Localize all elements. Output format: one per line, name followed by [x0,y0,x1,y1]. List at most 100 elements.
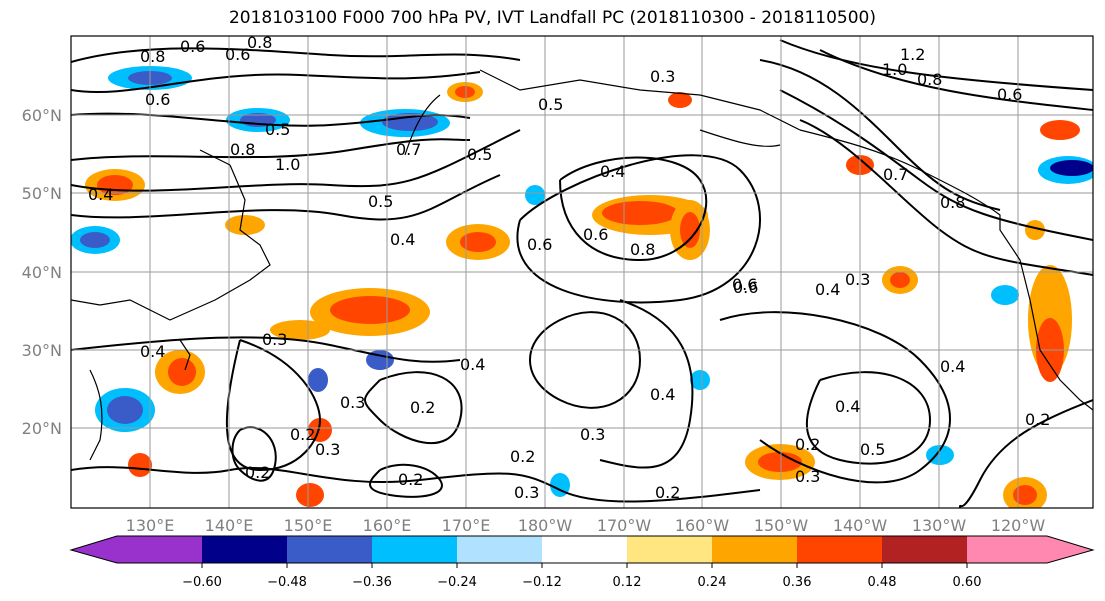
figure-title: 2018103100 F000 700 hPa PV, IVT Landfall… [228,8,876,28]
contour-label: 0.8 [630,240,655,259]
contour-label: 0.3 [580,425,605,444]
contour-labels: 0.6 0.8 0.6 0.8 0.5 1.0 0.8 0.6 1.2 1.0 … [88,33,1050,502]
contour-label: 0.8 [917,70,942,89]
lon-label: 150°W [754,516,809,535]
lat-label: 50°N [22,184,62,203]
lon-label: 160°W [675,516,730,535]
contour-label: 0.3 [340,393,365,412]
contour-label: 0.4 [600,162,625,181]
contour-label: 0.4 [815,280,840,299]
colorbar-tick-label: −0.60 [182,575,222,590]
contour-label: 1.2 [900,45,925,64]
lon-label: 120°W [991,516,1046,535]
contour-label: 0.5 [538,95,563,114]
contour-label: 0.8 [940,193,965,212]
contour-label: 0.3 [315,440,340,459]
contour-label: 0.3 [262,330,287,349]
lon-label: 180°W [518,516,573,535]
lon-label: 170°E [442,516,491,535]
lon-label: 150°E [284,516,333,535]
map-frame [70,35,1094,509]
colorbar-tick-label: −0.24 [437,575,477,590]
contour-label: 0.4 [140,342,165,361]
colorbar-segment [117,536,202,563]
colorbar-tick-label: −0.36 [352,575,392,590]
contour-label: 0.6 [732,275,757,294]
contour-label: 0.2 [795,435,820,454]
colorbar-segment [202,536,287,563]
colorbar-max-extend [1047,536,1093,563]
colorbar-segment [287,536,372,563]
contour-label: 0.6 [527,235,552,254]
contour-label: 0.3 [845,270,870,289]
lon-label: 140°E [205,516,254,535]
contour-label: 0.2 [290,425,315,444]
coastlines [71,69,1093,461]
lon-label: 130°E [126,516,175,535]
colorbar-tick-label: −0.48 [267,575,307,590]
contour-label: 0.5 [265,120,290,139]
colorbar-tick-label: 0.24 [698,575,727,590]
colorbar-ticks [201,563,968,568]
contour-label: 0.8 [230,140,255,159]
contour-label: 0.2 [410,398,435,417]
lon-label: 170°W [597,516,652,535]
contour-label: 0.3 [795,467,820,486]
contour-label: 0.8 [247,33,272,52]
colorbar-segment [712,536,797,563]
lat-label: 60°N [22,106,62,125]
contour-label: 0.6 [583,225,608,244]
lat-label: 30°N [22,341,62,360]
contour-label: 0.8 [140,47,165,66]
contour-label: 0.5 [368,192,393,211]
contour-label: 0.2 [245,463,270,482]
latitude-labels: 60°N 50°N 40°N 30°N 20°N [22,106,62,438]
contour-label: 0.4 [835,397,860,416]
contour-label: 0.4 [650,385,675,404]
lat-label: 40°N [22,263,62,282]
colorbar-segment [967,536,1047,563]
colorbar-segment [797,536,882,563]
colorbar-segment [457,536,542,563]
contour-label: 0.5 [467,145,492,164]
colorbar: −0.60 −0.48 −0.36 −0.24 −0.12 0.12 0.24 … [69,535,1095,590]
contour-lines [71,39,1093,508]
contour-label: 0.6 [997,85,1022,104]
contour-label: 0.7 [883,165,908,184]
colorbar-segment [372,536,457,563]
contour-label: 0.4 [460,355,485,374]
contour-label: 0.3 [514,483,539,502]
colorbar-tick-label: 0.48 [868,575,897,590]
colorbar-tick-label: 0.60 [953,575,982,590]
contour-label: 0.4 [390,230,415,249]
contour-label: 1.0 [882,60,907,79]
contour-label: 0.2 [398,470,423,489]
colorbar-segment [882,536,967,563]
contour-label: 0.3 [650,67,675,86]
contour-label: 0.2 [1025,410,1050,429]
lat-label: 20°N [22,419,62,438]
lon-label: 130°W [912,516,967,535]
lon-label: 160°E [363,516,412,535]
contour-label: 0.6 [733,278,758,297]
colorbar-outline [69,535,1095,564]
colorbar-min-extend [71,536,117,563]
longitude-labels: 130°E 140°E 150°E 160°E 170°E 180°W 170°… [126,516,1046,535]
contour-label: 0.2 [510,447,535,466]
colorbar-segment [542,536,627,563]
contour-label: 0.2 [655,483,680,502]
colorbar-tick-label: −0.12 [522,575,562,590]
contour-label: 0.7 [396,140,421,159]
contour-label: 0.4 [940,357,965,376]
contour-label: 0.6 [180,37,205,56]
graticule [71,36,1093,508]
contour-label: 0.4 [88,185,113,204]
colorbar-tick-label: 0.12 [613,575,642,590]
colorbar-tick-label: 0.36 [783,575,812,590]
contour-label: 1.0 [275,155,300,174]
contour-label: 0.6 [225,45,250,64]
lon-label: 140°W [833,516,888,535]
contour-label: 0.6 [145,90,170,109]
colorbar-segment [627,536,712,563]
